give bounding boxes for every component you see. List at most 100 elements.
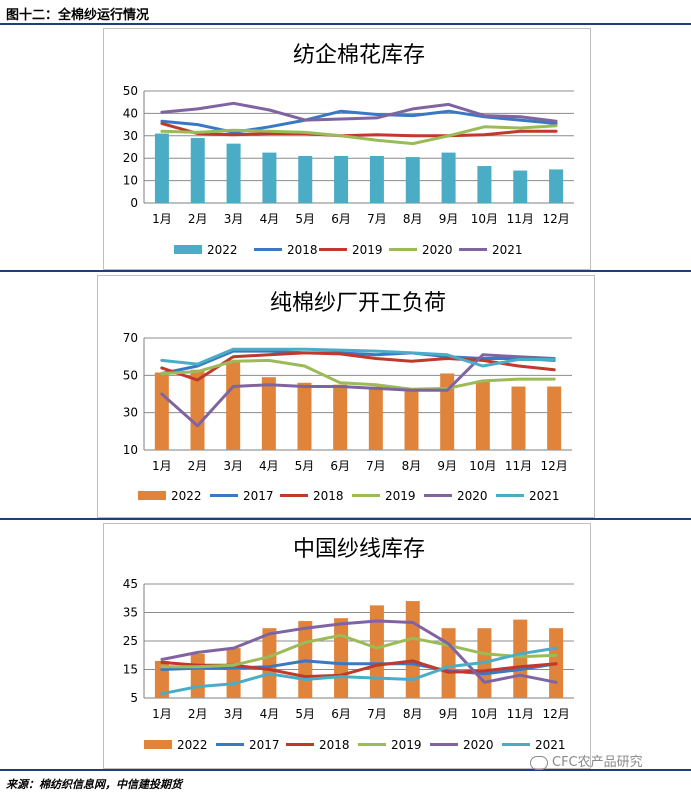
bar	[262, 628, 277, 698]
legend-label: 2018	[319, 738, 350, 752]
chart-panel-yarn-inventory: 中国纱线库存 5 15 25 35 45 1月 2月 3月 4月 5月 6月 7月 8月 9月 10月 11月 1…	[103, 523, 591, 769]
bar	[334, 155, 349, 203]
legend-label: 2021	[535, 738, 566, 752]
y-tick-label: 30	[123, 406, 138, 420]
series-line-2020	[160, 124, 558, 146]
x-tick-label: 5月	[295, 707, 315, 721]
legend-label: 2017	[249, 738, 280, 752]
source-note: 来源：棉纺织信息网，中信建投期货	[6, 778, 182, 791]
divider-2	[0, 518, 691, 520]
bar	[475, 380, 490, 450]
y-tick-label: 70	[123, 331, 138, 345]
x-tick-label: 6月	[331, 707, 351, 721]
series-line-2017	[160, 349, 556, 375]
series-line-2019	[160, 122, 558, 138]
bar	[549, 169, 564, 203]
series-line-2018	[160, 109, 558, 134]
legend-label: 2020	[422, 243, 453, 257]
x-tick-label: 7月	[366, 459, 386, 473]
y-tick-label: 50	[123, 84, 138, 98]
x-tick-label: 10月	[469, 459, 496, 473]
legend-label: 2017	[243, 489, 274, 503]
bar	[154, 372, 169, 450]
y-tick-label: 10	[123, 443, 138, 457]
legend-label: 2020	[457, 489, 488, 503]
bar	[440, 373, 455, 450]
chart-panel-yarn-operating-rate: 纯棉纱厂开工负荷 10 30 50 70 1月 2月 3月 4月 5月 6月 7月 8月 9月 10月 11月…	[97, 275, 595, 518]
legend-label: 2022	[177, 738, 208, 752]
legend-label: 2020	[463, 738, 494, 752]
x-tick-label: 11月	[505, 459, 532, 473]
x-tick-label: 9月	[439, 212, 459, 226]
x-tick-label: 1月	[152, 212, 172, 226]
bar	[154, 133, 169, 203]
x-tick-label: 12月	[541, 459, 568, 473]
x-tick-label: 9月	[439, 707, 459, 721]
x-tick-label: 11月	[507, 707, 534, 721]
bar	[369, 605, 384, 698]
x-tick-label: 1月	[152, 707, 172, 721]
series-line-2021	[160, 101, 558, 123]
bar	[405, 601, 420, 698]
y-tick-label: 30	[123, 129, 138, 143]
x-tick-label: 12月	[542, 212, 569, 226]
legend-label: 2022	[207, 243, 238, 257]
series-line-2019	[160, 633, 558, 669]
chart-title: 中国纱线库存	[293, 537, 425, 562]
bar	[513, 170, 528, 203]
chart-yarn-operating-rate: 纯棉纱厂开工负荷 10 30 50 70 1月 2月 3月 4月 5月 6月 7月 8月 9月 10月 11月…	[123, 291, 572, 503]
x-tick-label: 8月	[403, 707, 423, 721]
figure-title: 图十二：全棉纱运行情况	[6, 8, 150, 23]
series-line-2021	[160, 646, 558, 696]
bar	[441, 152, 456, 203]
bar	[298, 155, 313, 203]
y-tick-label: 50	[123, 368, 138, 382]
x-tick-label: 4月	[259, 459, 279, 473]
bar	[226, 143, 241, 203]
series-line-2019	[160, 358, 556, 391]
legend-label: 2022	[171, 489, 202, 503]
x-tick-label: 2月	[188, 459, 208, 473]
x-tick-label: 2月	[188, 212, 208, 226]
legend-label: 2019	[391, 738, 422, 752]
legend-label: 2018	[287, 243, 318, 257]
x-tick-label: 11月	[507, 212, 534, 226]
legend-label: 2018	[313, 489, 344, 503]
x-tick-label: 6月	[331, 212, 351, 226]
x-tick-label: 1月	[152, 459, 172, 473]
divider-bottom	[0, 769, 691, 771]
y-tick-label: 35	[123, 606, 138, 620]
x-tick-label: 3月	[223, 459, 243, 473]
bar	[190, 369, 205, 450]
divider-1	[0, 270, 691, 272]
bar	[334, 618, 349, 698]
watermark: CFC农产品研究	[530, 751, 643, 770]
bar	[262, 152, 277, 203]
x-tick-label: 4月	[260, 212, 280, 226]
bar	[261, 377, 276, 450]
chart-title: 纯棉纱厂开工负荷	[270, 291, 446, 316]
bar	[511, 386, 526, 450]
bar	[547, 386, 562, 450]
bar	[333, 384, 348, 450]
x-tick-label: 9月	[437, 459, 457, 473]
wechat-icon	[530, 755, 548, 770]
chart-yarn-inventory: 中国纱线库存 5 15 25 35 45 1月 2月 3月 4月 5月 6月 7月 8月 9月 10月 11月 1…	[123, 537, 574, 752]
x-tick-label: 6月	[330, 459, 350, 473]
bar	[369, 155, 384, 203]
bar	[477, 166, 492, 203]
chart-cotton-inventory: 纺企棉花库存 0 10 20 30 40 50 1月 2月 3月 4月 5月 6月 7月 8月 9月 10月 11…	[123, 43, 574, 257]
x-tick-label: 7月	[367, 707, 387, 721]
x-tick-label: 7月	[367, 212, 387, 226]
bar	[297, 382, 312, 450]
series-line-2017	[160, 659, 558, 676]
x-tick-label: 4月	[260, 707, 280, 721]
x-tick-label: 3月	[224, 212, 244, 226]
legend-label: 2021	[529, 489, 560, 503]
legend-swatch-2022	[138, 491, 166, 500]
bar	[404, 388, 419, 450]
x-tick-label: 5月	[295, 212, 315, 226]
x-tick-label: 12月	[542, 707, 569, 721]
y-tick-label: 25	[123, 634, 138, 648]
series-line-2020	[160, 353, 556, 428]
